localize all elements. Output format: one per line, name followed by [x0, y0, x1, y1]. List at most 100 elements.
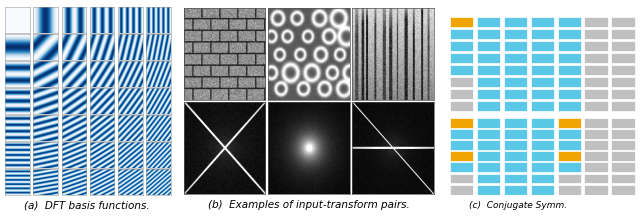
- Bar: [557, 140, 581, 150]
- Bar: [531, 174, 554, 183]
- Bar: [450, 41, 474, 51]
- Bar: [584, 129, 608, 139]
- Bar: [531, 163, 554, 172]
- Bar: [557, 163, 581, 172]
- Text: (a)  DFT basis functions.: (a) DFT basis functions.: [24, 201, 149, 210]
- Bar: [557, 100, 581, 111]
- Bar: [611, 53, 635, 63]
- Bar: [504, 118, 527, 128]
- Bar: [504, 77, 527, 87]
- Bar: [557, 174, 581, 183]
- Bar: [611, 118, 635, 128]
- Bar: [477, 129, 500, 139]
- Bar: [584, 29, 608, 39]
- Bar: [450, 77, 474, 87]
- Bar: [531, 118, 554, 128]
- Bar: [557, 89, 581, 99]
- Bar: [504, 29, 527, 39]
- Bar: [611, 151, 635, 161]
- Bar: [504, 53, 527, 63]
- Bar: [450, 185, 474, 195]
- Bar: [584, 17, 608, 28]
- Bar: [504, 41, 527, 51]
- Bar: [477, 29, 500, 39]
- Bar: [611, 41, 635, 51]
- Bar: [557, 17, 581, 28]
- Bar: [450, 65, 474, 75]
- Bar: [477, 151, 500, 161]
- Bar: [477, 17, 500, 28]
- Bar: [450, 174, 474, 183]
- Bar: [611, 163, 635, 172]
- Bar: [584, 174, 608, 183]
- Bar: [504, 140, 527, 150]
- Bar: [531, 89, 554, 99]
- Bar: [450, 17, 474, 28]
- Bar: [611, 17, 635, 28]
- Bar: [477, 163, 500, 172]
- Bar: [531, 29, 554, 39]
- Bar: [557, 185, 581, 195]
- Bar: [557, 77, 581, 87]
- Bar: [531, 17, 554, 28]
- Bar: [611, 174, 635, 183]
- Bar: [504, 17, 527, 28]
- Bar: [611, 65, 635, 75]
- Bar: [477, 118, 500, 128]
- Bar: [450, 29, 474, 39]
- Bar: [450, 89, 474, 99]
- Bar: [584, 53, 608, 63]
- Bar: [557, 53, 581, 63]
- Bar: [531, 77, 554, 87]
- Bar: [504, 100, 527, 111]
- Bar: [557, 151, 581, 161]
- Bar: [531, 185, 554, 195]
- Bar: [584, 41, 608, 51]
- Bar: [450, 140, 474, 150]
- Bar: [584, 77, 608, 87]
- Bar: [611, 140, 635, 150]
- Bar: [611, 29, 635, 39]
- Bar: [611, 77, 635, 87]
- Bar: [504, 151, 527, 161]
- Bar: [611, 185, 635, 195]
- Bar: [531, 140, 554, 150]
- Bar: [584, 185, 608, 195]
- Bar: [504, 89, 527, 99]
- Bar: [477, 41, 500, 51]
- Bar: [477, 100, 500, 111]
- Bar: [584, 65, 608, 75]
- Bar: [450, 118, 474, 128]
- Bar: [477, 185, 500, 195]
- Bar: [584, 89, 608, 99]
- Bar: [584, 100, 608, 111]
- Bar: [584, 118, 608, 128]
- Bar: [531, 100, 554, 111]
- Bar: [477, 53, 500, 63]
- Bar: [557, 129, 581, 139]
- Bar: [584, 151, 608, 161]
- Bar: [531, 65, 554, 75]
- Bar: [450, 129, 474, 139]
- Bar: [557, 41, 581, 51]
- Bar: [557, 65, 581, 75]
- Bar: [611, 89, 635, 99]
- Bar: [477, 89, 500, 99]
- Bar: [531, 129, 554, 139]
- Bar: [557, 29, 581, 39]
- Bar: [477, 65, 500, 75]
- Bar: [584, 163, 608, 172]
- Bar: [477, 77, 500, 87]
- Bar: [504, 129, 527, 139]
- Bar: [531, 41, 554, 51]
- Bar: [477, 174, 500, 183]
- Text: (b)  Examples of input-transform pairs.: (b) Examples of input-transform pairs.: [207, 201, 410, 210]
- Bar: [504, 185, 527, 195]
- Bar: [611, 100, 635, 111]
- Bar: [584, 140, 608, 150]
- Bar: [611, 129, 635, 139]
- Bar: [531, 151, 554, 161]
- Bar: [557, 118, 581, 128]
- Bar: [504, 65, 527, 75]
- Bar: [450, 100, 474, 111]
